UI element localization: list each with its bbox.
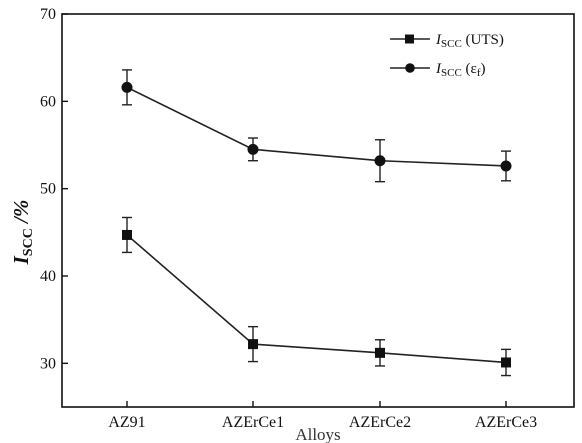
y-tick-label: 30 bbox=[40, 355, 56, 372]
x-tick-label: AZErCe2 bbox=[349, 414, 411, 431]
data-point-circle bbox=[500, 160, 512, 172]
x-tick-label: AZ91 bbox=[108, 414, 145, 431]
y-axis-title-main: I bbox=[9, 255, 33, 265]
y-tick-label: 50 bbox=[40, 181, 56, 198]
legend: ISCC (UTS) ISCC (εf) bbox=[390, 32, 504, 79]
legend-marker-circle bbox=[405, 63, 415, 73]
x-tick-label: AZErCe3 bbox=[475, 414, 537, 431]
data-point-circle bbox=[121, 81, 133, 93]
legend-entry-ef: ISCC (εf) bbox=[390, 61, 486, 79]
legend-entry-uts: ISCC (UTS) bbox=[390, 32, 504, 50]
plot-frame bbox=[61, 13, 575, 408]
legend-label-uts: ISCC (UTS) bbox=[435, 32, 504, 50]
data-point-circle bbox=[247, 143, 259, 155]
y-tick-label: 70 bbox=[40, 6, 56, 23]
legend-label-ef: ISCC (εf) bbox=[435, 61, 486, 79]
y-tick-label: 60 bbox=[40, 93, 56, 110]
data-point-square bbox=[501, 357, 511, 368]
series-uts bbox=[122, 216, 511, 377]
x-tick-label: AZErCe1 bbox=[222, 414, 284, 431]
legend-marker-square bbox=[405, 34, 414, 44]
x-axis-ticks: AZ91 AZErCe1 AZErCe2 AZErCe3 bbox=[108, 401, 537, 431]
y-axis-title-unit: /% bbox=[9, 200, 33, 229]
data-point-square bbox=[248, 339, 258, 350]
series-line bbox=[126, 86, 507, 167]
x-axis-title: Alloys bbox=[295, 425, 340, 443]
series-ef bbox=[121, 69, 512, 183]
series-line bbox=[126, 234, 507, 364]
data-point-square bbox=[122, 229, 132, 240]
chart-axes bbox=[61, 13, 575, 408]
y-axis-ticks: 30 40 50 60 70 bbox=[40, 6, 68, 372]
y-tick-label: 40 bbox=[40, 268, 56, 285]
data-point-circle bbox=[374, 155, 386, 167]
data-point-square bbox=[375, 347, 385, 358]
series-layer bbox=[121, 69, 512, 377]
y-axis-title-sub: SCC bbox=[21, 228, 36, 256]
y-axis-title: ISCC /% bbox=[9, 200, 36, 266]
